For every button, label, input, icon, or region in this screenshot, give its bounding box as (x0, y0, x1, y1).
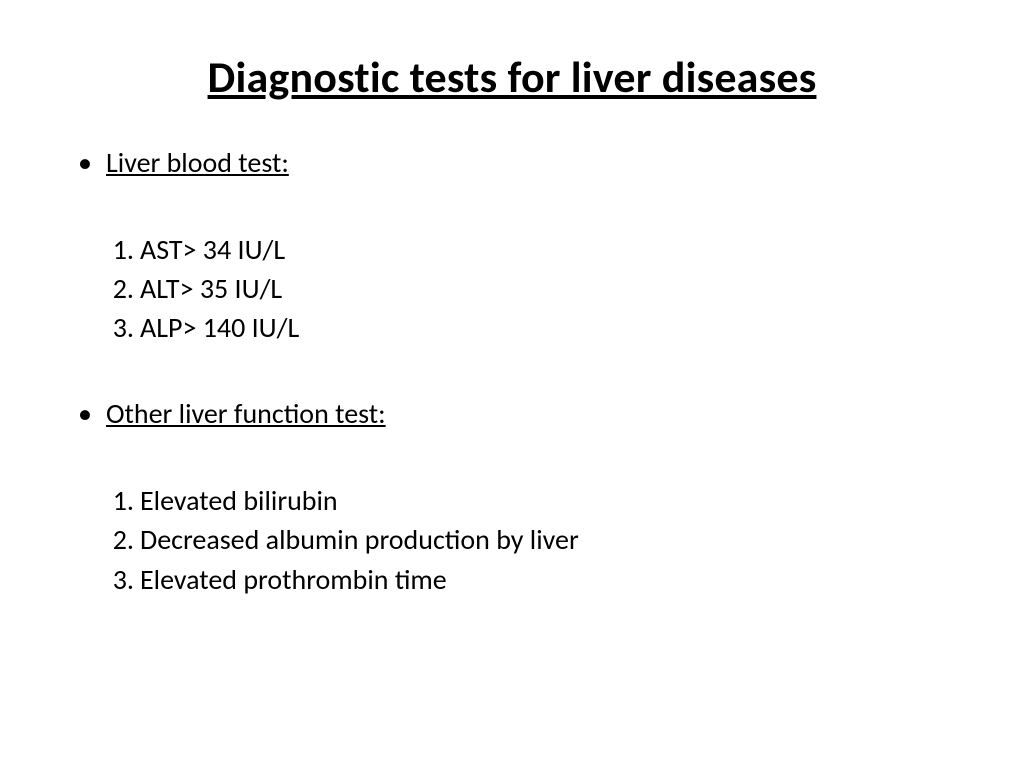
section2-heading: Other liver function test: (70, 395, 954, 433)
list-item: Decreased albumin production by liver (140, 520, 954, 559)
section1-list: AST> 34 IU/L ALT> 35 IU/L ALP> 140 IU/L (70, 230, 954, 348)
list-item: Elevated bilirubin (140, 481, 954, 520)
list-item: Elevated prothrombin time (140, 560, 954, 599)
slide-title: Diagnostic tests for liver diseases (70, 50, 954, 104)
section2-list: Elevated bilirubin Decreased albumin pro… (70, 481, 954, 599)
list-item: ALP> 140 IU/L (140, 308, 954, 347)
section1-heading: Liver blood test: (70, 144, 954, 182)
spacer (70, 371, 954, 395)
slide-container: Diagnostic tests for liver diseases Live… (0, 0, 1024, 768)
list-item: AST> 34 IU/L (140, 230, 954, 269)
spacer (70, 433, 954, 457)
list-item: ALT> 35 IU/L (140, 269, 954, 308)
spacer (70, 182, 954, 206)
